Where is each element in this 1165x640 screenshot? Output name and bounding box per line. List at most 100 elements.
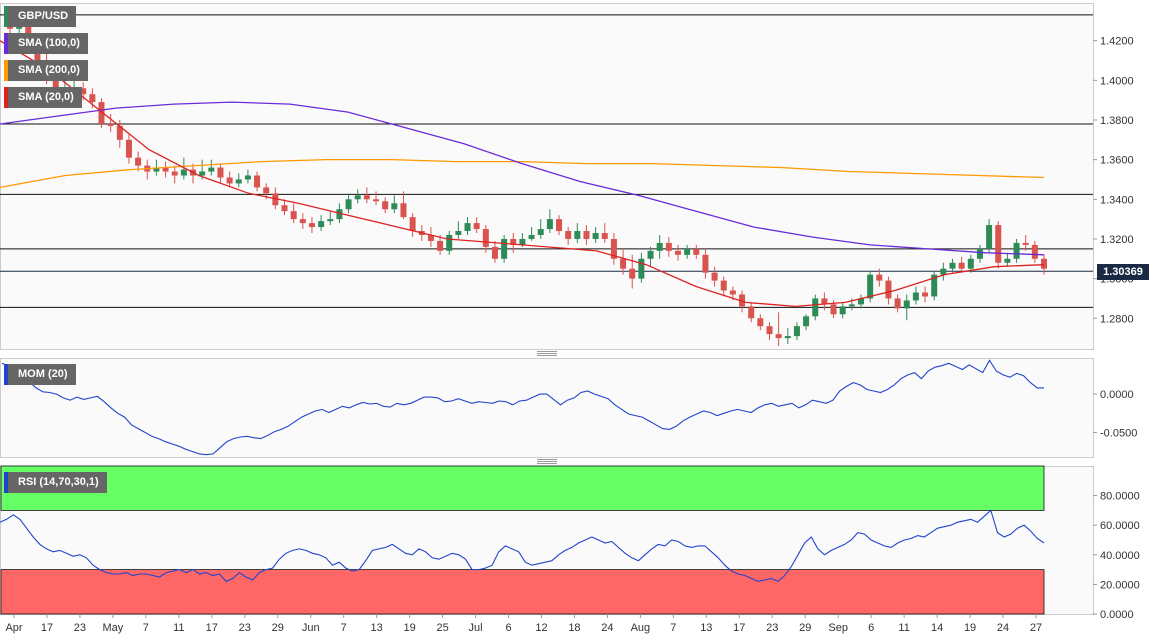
x-axis-label: 18 bbox=[568, 622, 580, 634]
candle-body bbox=[775, 334, 782, 339]
legend-mom[interactable]: MOM (20) bbox=[4, 364, 76, 385]
candle-body bbox=[153, 167, 160, 172]
x-axis-label: Apr bbox=[5, 622, 22, 634]
candle-body bbox=[748, 306, 755, 319]
main-y-tick-label: 1.3200 bbox=[1100, 234, 1134, 246]
candle-body bbox=[885, 280, 892, 299]
rsi-y-tick-label: 40.0000 bbox=[1100, 550, 1140, 562]
candle-body bbox=[482, 229, 489, 247]
candle-body bbox=[556, 219, 563, 232]
candle-body bbox=[89, 94, 96, 103]
candle-body bbox=[940, 268, 947, 275]
candle-body bbox=[967, 258, 974, 269]
candle-body bbox=[995, 225, 1002, 263]
candle-body bbox=[857, 298, 864, 305]
pane-mom-frame bbox=[0, 358, 1094, 458]
candle-body bbox=[537, 229, 544, 235]
legend-rsi[interactable]: RSI (14,70,30,1) bbox=[4, 472, 107, 493]
candle-body bbox=[80, 88, 87, 95]
candle-body bbox=[400, 203, 407, 218]
candle-body bbox=[784, 336, 791, 339]
candle-body bbox=[931, 274, 938, 297]
x-axis-label: 29 bbox=[272, 622, 284, 634]
candle-body bbox=[363, 195, 370, 200]
x-axis-label: 23 bbox=[766, 622, 778, 634]
x-axis-label: 17 bbox=[41, 622, 53, 634]
candle-body bbox=[208, 167, 215, 172]
x-axis-label: 25 bbox=[436, 622, 448, 634]
x-axis-label: Aug bbox=[631, 622, 651, 634]
candle-body bbox=[711, 272, 718, 281]
x-axis-label: 17 bbox=[733, 622, 745, 634]
candle-body bbox=[665, 242, 672, 251]
sma100-line bbox=[0, 101, 1045, 256]
x-axis-label: Sep bbox=[828, 622, 848, 634]
candle-body bbox=[638, 258, 645, 279]
candle-body bbox=[565, 231, 572, 239]
legend-gbpusd-label: GBP/USD bbox=[18, 10, 69, 22]
sma200-line bbox=[0, 158, 1045, 189]
candle-body bbox=[336, 209, 343, 220]
candle-body bbox=[473, 223, 480, 230]
candle-body bbox=[1013, 242, 1020, 259]
candle-body bbox=[171, 171, 178, 176]
x-axis-label: 6 bbox=[868, 622, 874, 634]
main-y-tick-label: 1.3400 bbox=[1100, 194, 1134, 206]
rsi-y-tick-label: 60.0000 bbox=[1100, 520, 1140, 532]
x-axis-label: 11 bbox=[173, 622, 184, 634]
candle-body bbox=[839, 306, 846, 315]
candle-body bbox=[629, 268, 636, 279]
candle-body bbox=[1022, 242, 1029, 245]
candle-body bbox=[821, 298, 828, 305]
x-axis-label: 12 bbox=[535, 622, 547, 634]
x-axis-label: May bbox=[103, 622, 124, 634]
candle-body bbox=[199, 171, 206, 176]
x-axis-label: 24 bbox=[601, 622, 613, 634]
candle-body bbox=[382, 201, 389, 210]
candle-body bbox=[848, 304, 855, 307]
main-y-tick-label: 1.4000 bbox=[1100, 75, 1134, 87]
x-axis-label: 13 bbox=[700, 622, 712, 634]
x-axis-label: 27 bbox=[1030, 622, 1042, 634]
candle-body bbox=[116, 125, 123, 140]
candle-body bbox=[684, 248, 691, 255]
x-axis-label: Jul bbox=[469, 622, 483, 634]
candle-body bbox=[620, 258, 627, 269]
x-axis-label: 29 bbox=[799, 622, 811, 634]
candle-body bbox=[583, 231, 590, 239]
candle-body bbox=[876, 274, 883, 281]
candle-body bbox=[217, 167, 224, 178]
x-axis-label: 24 bbox=[997, 622, 1009, 634]
rsi-oversold-zone bbox=[0, 569, 1045, 615]
candle-body bbox=[1004, 258, 1011, 263]
x-axis-label: 14 bbox=[931, 622, 943, 634]
main-y-tick-label: 1.2800 bbox=[1100, 313, 1134, 325]
candle-body bbox=[601, 233, 608, 239]
candle-body bbox=[290, 211, 297, 220]
candle-body bbox=[125, 139, 132, 158]
candle-body bbox=[437, 240, 444, 251]
candle-body bbox=[455, 231, 462, 235]
legend-gbpusd[interactable]: GBP/USD bbox=[4, 6, 77, 27]
pane-main-frame bbox=[0, 3, 1094, 350]
candle-body bbox=[610, 238, 617, 259]
candle-body bbox=[327, 219, 334, 222]
candle-body bbox=[757, 318, 764, 327]
candle-body bbox=[912, 292, 919, 301]
candle-body bbox=[976, 248, 983, 259]
candle-body bbox=[299, 219, 306, 224]
candle-body bbox=[464, 223, 471, 232]
candle-body bbox=[812, 298, 819, 317]
x-axis-label: 19 bbox=[403, 622, 415, 634]
x-axis-label: 7 bbox=[341, 622, 347, 634]
candle-body bbox=[693, 248, 700, 255]
candle-body bbox=[446, 234, 453, 251]
legend-sma100[interactable]: SMA (100,0) bbox=[4, 33, 88, 54]
legend-rsi-label: RSI (14,70,30,1) bbox=[18, 476, 99, 488]
candle-body bbox=[720, 280, 727, 291]
candle-body bbox=[647, 250, 654, 259]
candle-body bbox=[903, 300, 910, 309]
legend-sma200[interactable]: SMA (200,0) bbox=[4, 60, 88, 81]
x-axis-label: 23 bbox=[74, 622, 86, 634]
legend-sma20[interactable]: SMA (20,0) bbox=[4, 87, 82, 108]
